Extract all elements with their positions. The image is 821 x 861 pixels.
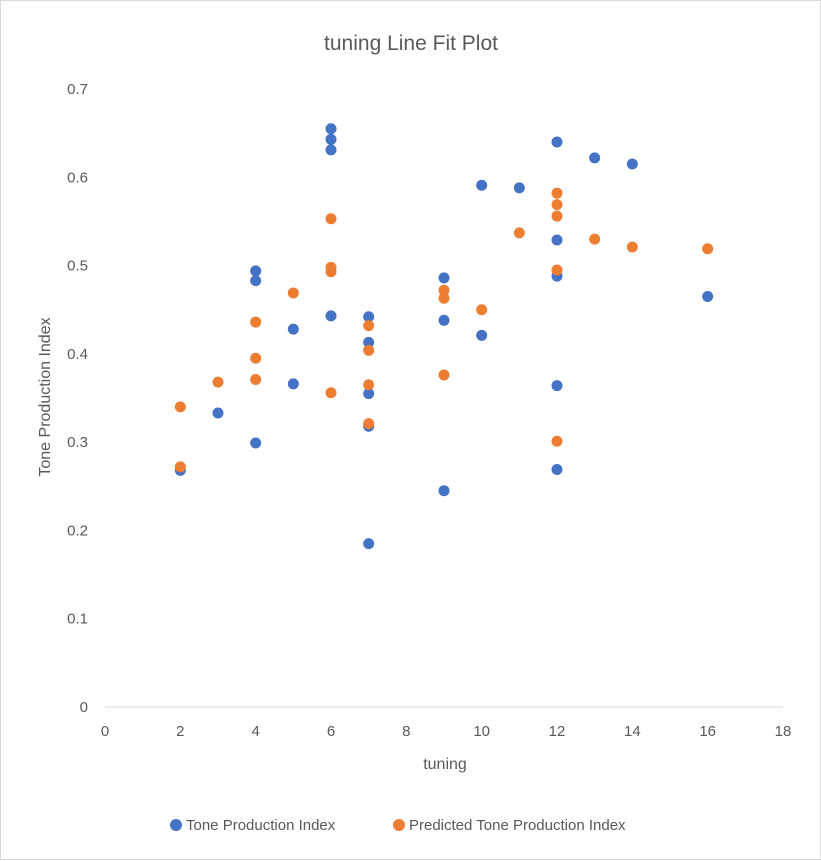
data-point [363,538,375,550]
data-point [702,243,714,255]
legend-item-tone-production-index: Tone Production Index [170,817,336,834]
x-tick-labels: 0 2 4 6 8 10 12 14 16 18 [101,723,792,740]
series-predicted-tone-production-index [174,187,714,473]
data-point [325,123,337,135]
x-axis-title: tuning [423,756,467,773]
data-point [438,272,450,284]
y-tick-label: 0.1 [67,611,88,628]
data-point [250,352,262,364]
y-tick-labels: 0 0.1 0.2 0.3 0.4 0.5 0.6 0.7 [67,81,88,716]
data-point [325,387,337,399]
data-point [513,182,525,194]
x-tick-label: 4 [251,723,259,740]
data-point [438,485,450,497]
data-point [551,264,563,276]
data-point [626,241,638,253]
x-tick-label: 18 [775,723,792,740]
data-point [250,437,262,449]
data-point [287,287,299,299]
chart-legend: Tone Production Index Predicted Tone Pro… [170,817,626,834]
x-tick-label: 12 [549,723,566,740]
data-point [551,136,563,148]
data-point [589,233,601,245]
data-point [363,344,375,356]
data-point [250,316,262,328]
legend-marker-tone-production-index [170,819,182,831]
y-tick-label: 0.7 [67,81,88,98]
data-point [287,323,299,335]
data-point [250,373,262,385]
y-axis-title: Tone Production Index [37,317,54,476]
y-tick-label: 0.5 [67,258,88,275]
x-tick-label: 6 [327,723,335,740]
data-point [325,133,337,145]
legend-label-predicted-tone-production-index: Predicted Tone Production Index [409,817,626,834]
data-point [438,292,450,304]
x-tick-label: 10 [473,723,490,740]
y-tick-label: 0.6 [67,169,88,186]
y-tick-label: 0 [80,699,88,716]
series-tone-production-index [174,123,714,550]
data-point [513,227,525,239]
data-point [363,311,375,323]
data-point [551,210,563,222]
data-point [476,304,488,316]
data-point [626,158,638,170]
data-point [438,369,450,381]
data-point [212,407,224,419]
data-point [438,314,450,326]
data-point [363,388,375,400]
x-tick-label: 8 [402,723,410,740]
data-point [551,380,563,392]
data-point [325,213,337,225]
data-point [363,379,375,391]
y-tick-label: 0.4 [67,346,88,363]
data-point [363,418,375,430]
x-tick-label: 2 [176,723,184,740]
data-point [212,376,224,388]
data-point [476,179,488,191]
data-point [363,320,375,332]
x-tick-label: 14 [624,723,641,740]
data-point [589,152,601,164]
data-point [287,378,299,390]
data-point [325,266,337,278]
data-point [174,461,186,473]
legend-marker-predicted-tone-production-index [393,819,405,831]
x-tick-label: 16 [699,723,716,740]
data-point [551,234,563,246]
data-point [325,144,337,156]
legend-label-tone-production-index: Tone Production Index [186,817,336,834]
data-point [250,265,262,277]
x-tick-label: 0 [101,723,109,740]
data-point [363,336,375,348]
data-point [476,329,488,341]
legend-item-predicted-tone-production-index: Predicted Tone Production Index [393,817,626,834]
data-point [438,284,450,296]
data-point [174,401,186,413]
data-point [551,199,563,211]
data-point [551,464,563,476]
y-tick-label: 0.2 [67,522,88,539]
data-point [551,187,563,199]
data-point [702,290,714,302]
data-point [325,310,337,322]
chart-title: tuning Line Fit Plot [324,32,498,55]
data-point [250,275,262,287]
y-tick-label: 0.3 [67,434,88,451]
data-point [551,435,563,447]
